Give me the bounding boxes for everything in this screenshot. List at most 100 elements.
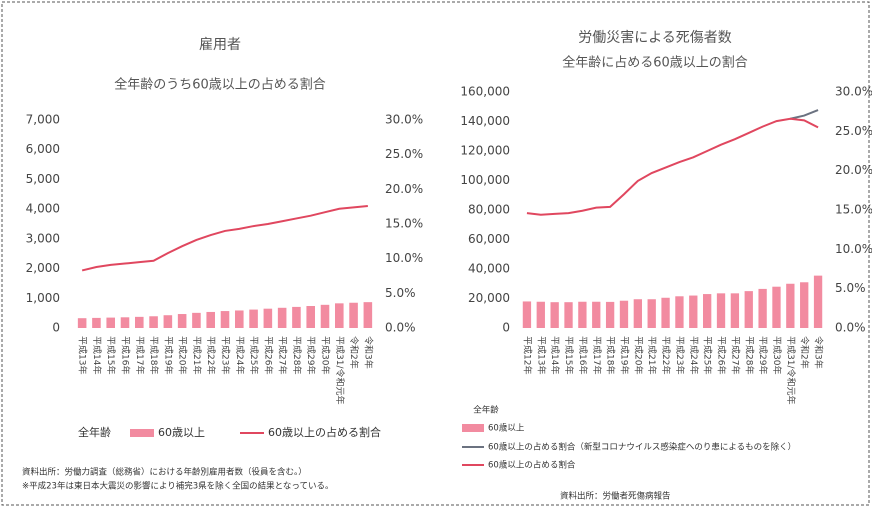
bar xyxy=(772,286,781,328)
bar xyxy=(536,301,545,328)
y2-tick-label: 20.0% xyxy=(385,182,423,196)
bar xyxy=(689,295,698,328)
bar xyxy=(592,301,601,328)
x-tick-label: 平成24年 xyxy=(234,336,246,374)
x-tick-label: 平成25年 xyxy=(248,336,260,374)
x-tick-label: 平成15年 xyxy=(105,336,117,374)
x-tick-label: 平成16年 xyxy=(577,336,589,374)
y2-tick-label: 10.0% xyxy=(835,242,872,256)
legend-note: 全年齢 xyxy=(78,425,111,439)
bar xyxy=(363,302,373,328)
bar xyxy=(163,315,173,328)
bar xyxy=(335,303,344,328)
x-tick-label: 平成30年 xyxy=(771,336,783,374)
bar xyxy=(813,275,823,328)
bar xyxy=(800,282,809,328)
note: 資料出所：労働力調査（総務省）における年齢別雇用者数（役員を含む。） xyxy=(22,467,307,478)
x-tick-label: 令和3年 xyxy=(813,336,825,369)
bar xyxy=(647,299,656,328)
bar xyxy=(605,301,615,328)
chart-subtitle: 全年齢のうち60歳以上の占める割合 xyxy=(114,77,326,93)
y-tick-label: 160,000 xyxy=(460,85,510,99)
y-tick-label: 40,000 xyxy=(468,262,510,276)
bar xyxy=(192,312,201,328)
x-tick-label: 平成13年 xyxy=(535,336,547,374)
y2-tick-label: 25.0% xyxy=(385,147,423,161)
legend-label: 60歳以上 xyxy=(158,426,205,439)
line xyxy=(526,117,819,216)
legend-label: 60歳以上の占める割合 xyxy=(488,460,576,471)
bar xyxy=(177,314,187,328)
bar xyxy=(349,302,358,328)
x-tick-label: 令和2年 xyxy=(348,336,360,369)
x-tick-label: 平成30年 xyxy=(320,336,332,374)
x-tick-label: 平成27年 xyxy=(277,336,289,374)
y2-tick-label: 20.0% xyxy=(835,163,872,177)
y-tick-label: 60,000 xyxy=(468,232,510,246)
bar xyxy=(263,308,273,328)
x-tick-label: 平成17年 xyxy=(134,336,146,374)
bar xyxy=(619,300,629,328)
bar xyxy=(786,283,795,328)
bar xyxy=(758,288,767,328)
y-tick-label: 0 xyxy=(52,321,60,335)
bar xyxy=(106,317,115,328)
legend-note: 全年齢 xyxy=(473,405,499,416)
x-tick-label: 平成14年 xyxy=(91,336,103,374)
x-tick-label: 平成31/令和元年 xyxy=(334,336,346,405)
y-tick-label: 100,000 xyxy=(460,173,510,187)
y2-tick-label: 30.0% xyxy=(385,113,423,127)
chart-title: 労働災害による死傷者数 xyxy=(578,30,732,46)
x-tick-label: 平成20年 xyxy=(632,336,644,374)
bar xyxy=(92,317,101,328)
bar xyxy=(120,317,130,328)
x-tick-label: 平成20年 xyxy=(177,336,189,374)
y-tick-label: 80,000 xyxy=(468,203,510,217)
chart-subtitle: 全年齢に占める60歳以上の割合 xyxy=(562,55,748,71)
x-tick-label: 平成29年 xyxy=(757,336,769,374)
bar xyxy=(292,306,301,328)
y-tick-label: 140,000 xyxy=(460,114,510,128)
y2-tick-label: 15.0% xyxy=(835,203,872,217)
x-tick-label: 平成15年 xyxy=(563,336,575,374)
x-tick-label: 平成22年 xyxy=(660,336,672,374)
x-tick-label: 平成18年 xyxy=(148,336,160,374)
x-tick-label: 平成25年 xyxy=(702,336,714,374)
x-tick-label: 平成14年 xyxy=(549,336,561,374)
legend-swatch xyxy=(462,424,484,432)
x-tick-label: 平成19年 xyxy=(618,336,630,374)
y-tick-label: 6,000 xyxy=(26,142,60,156)
bar xyxy=(206,311,215,328)
y-tick-label: 5,000 xyxy=(26,172,60,186)
x-tick-label: 令和3年 xyxy=(362,336,374,369)
y-tick-label: 20,000 xyxy=(468,291,510,305)
x-tick-label: 平成18年 xyxy=(605,336,617,374)
x-tick-label: 平成28年 xyxy=(743,336,755,374)
bar xyxy=(661,297,670,328)
x-tick-label: 平成27年 xyxy=(729,336,741,374)
bar xyxy=(249,309,258,328)
note: ※平成23年は東日本大震災の影響により補完3県を除く全国の結果となっている。 xyxy=(22,481,334,492)
y2-tick-label: 25.0% xyxy=(835,124,872,138)
bar xyxy=(633,299,642,328)
bar xyxy=(730,293,740,328)
x-tick-label: 平成17年 xyxy=(591,336,603,374)
y2-tick-label: 5.0% xyxy=(385,286,416,300)
bar xyxy=(522,301,532,328)
y-tick-label: 1,000 xyxy=(26,291,60,305)
bar xyxy=(149,316,158,328)
x-tick-label: 平成29年 xyxy=(305,336,317,374)
legend-label: 60歳以上 xyxy=(488,423,525,434)
y-tick-label: 4,000 xyxy=(26,202,60,216)
x-tick-label: 平成28年 xyxy=(291,336,303,374)
y-tick-label: 0 xyxy=(502,321,510,335)
y2-tick-label: 0.0% xyxy=(835,321,866,335)
line xyxy=(81,204,368,272)
y2-tick-label: 15.0% xyxy=(385,217,423,231)
bar xyxy=(235,310,244,328)
y-tick-label: 7,000 xyxy=(26,113,60,127)
x-tick-label: 平成26年 xyxy=(716,336,728,374)
line xyxy=(790,109,819,120)
